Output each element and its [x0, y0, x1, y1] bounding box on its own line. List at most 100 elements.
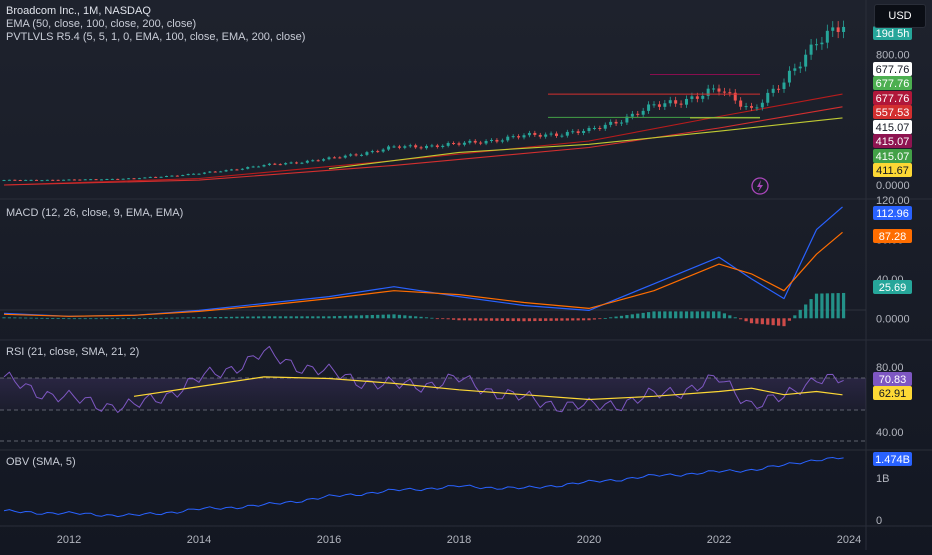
- rsi-pane: [3, 345, 844, 413]
- candle-body: [110, 178, 114, 180]
- candle-body: [56, 179, 60, 181]
- macd-histogram-bar: [424, 317, 429, 319]
- candle-body: [609, 121, 613, 125]
- candle-body: [538, 134, 542, 137]
- price-badge: 411.67: [876, 165, 909, 177]
- rsi-badge: 70.83: [879, 374, 907, 386]
- candle-body: [565, 131, 569, 136]
- pvtlvls-legend[interactable]: PVTLVLS R5.4 (5, 5, 1, 0, EMA, 100, clos…: [6, 31, 306, 43]
- macd-histogram-bar: [766, 318, 770, 325]
- macd-histogram-bar: [560, 318, 564, 321]
- candle-body: [587, 128, 591, 132]
- macd-histogram-bar: [641, 312, 645, 319]
- chart-title[interactable]: Broadcom Inc., 1M, NASDAQ: [6, 5, 151, 17]
- macd-histogram-bar: [804, 304, 808, 319]
- rsi-badge-bg: [873, 372, 912, 386]
- macd-histogram-bar: [581, 318, 586, 321]
- signal-line: [3, 231, 843, 317]
- candle-body: [793, 68, 797, 71]
- macd-histogram-bar: [820, 293, 824, 319]
- currency-button[interactable]: USD: [874, 4, 926, 28]
- rsi-ma-line: [133, 376, 843, 401]
- candle-body: [40, 180, 44, 182]
- candle-body: [387, 146, 391, 150]
- candle-body: [695, 96, 699, 99]
- candle-body: [630, 113, 634, 117]
- macd-histogram-bar: [625, 315, 629, 319]
- macd-histogram-bar: [695, 311, 699, 319]
- macd-histogram-bar: [733, 317, 737, 319]
- macd-histogram-bar: [446, 318, 450, 320]
- macd-histogram-bar: [457, 318, 461, 321]
- candle-body: [517, 136, 521, 138]
- macd-tick-label: 120.00: [876, 195, 910, 207]
- candle-body: [614, 121, 618, 124]
- price-badge-bg: [873, 62, 912, 76]
- candle-body: [446, 143, 450, 146]
- candle-body: [620, 122, 623, 124]
- macd-histogram-bar: [630, 314, 634, 319]
- price-badge-bg: [873, 163, 912, 177]
- candle-body: [777, 88, 781, 90]
- macd-histogram-bar: [305, 316, 309, 319]
- macd-histogram-bar: [349, 315, 353, 319]
- candle-body: [641, 110, 645, 115]
- lightning-icon[interactable]: [751, 177, 769, 195]
- macd-histogram-bar: [289, 316, 293, 319]
- macd-histogram-bar: [565, 318, 569, 321]
- candle-body: [706, 88, 710, 96]
- candle-body: [511, 136, 515, 138]
- macd-histogram-bar: [132, 318, 136, 320]
- candle-body: [825, 30, 829, 43]
- candle-body: [100, 179, 103, 181]
- macd-histogram-bar: [814, 293, 819, 319]
- macd-histogram-bar: [300, 316, 304, 319]
- macd-histogram-bar: [554, 318, 559, 321]
- macd-histogram-bar: [841, 292, 846, 319]
- macd-histogram-bar: [267, 316, 272, 319]
- candle-body: [143, 177, 147, 179]
- obv-badge: 1.474B: [875, 454, 910, 466]
- candle-body: [257, 166, 261, 168]
- macd-histogram-bar: [311, 316, 315, 319]
- rsi-legend[interactable]: RSI (21, close, SMA, 21, 2): [6, 346, 140, 358]
- macd-histogram-bar: [809, 299, 813, 319]
- macd-histogram-bar: [89, 318, 93, 320]
- macd-histogram-bar: [441, 318, 445, 320]
- macd-histogram-bar: [516, 318, 521, 322]
- candle-body: [842, 26, 846, 32]
- candle-body: [419, 147, 423, 149]
- obv-legend[interactable]: OBV (SMA, 5): [6, 456, 76, 468]
- macd-histogram-bar: [78, 318, 82, 320]
- candle-body: [121, 178, 125, 180]
- candle-body: [555, 133, 558, 136]
- ema-legend[interactable]: EMA (50, close, 100, close, 200, close): [6, 18, 197, 30]
- candle-body: [408, 145, 412, 147]
- macd-histogram-bar: [246, 316, 250, 319]
- price-badge-bg: [873, 120, 912, 134]
- rsi-line: [3, 345, 844, 413]
- candle-body: [717, 88, 721, 92]
- macd-histogram-bar: [760, 318, 764, 325]
- macd-histogram-bar: [316, 316, 320, 319]
- candle-body: [219, 171, 223, 173]
- macd-histogram-bar: [51, 318, 55, 319]
- candle-body: [452, 143, 456, 145]
- macd-histogram-bar: [538, 318, 542, 321]
- macd-histogram-bar: [468, 318, 472, 321]
- macd-histogram-bar: [668, 311, 672, 319]
- macd-histogram-bar: [489, 318, 494, 321]
- macd-histogram-bar: [717, 311, 721, 319]
- macd-histogram-bar: [576, 318, 580, 321]
- candle-body: [815, 44, 818, 46]
- candle-body: [809, 44, 813, 55]
- macd-histogram-bar: [13, 317, 17, 319]
- macd-legend[interactable]: MACD (12, 26, close, 9, EMA, EMA): [6, 207, 184, 219]
- candle-body: [165, 176, 168, 178]
- macd-histogram-bar: [219, 316, 223, 319]
- macd-histogram-bar: [18, 317, 22, 319]
- price-pane: [2, 20, 846, 186]
- candle-body: [289, 162, 293, 164]
